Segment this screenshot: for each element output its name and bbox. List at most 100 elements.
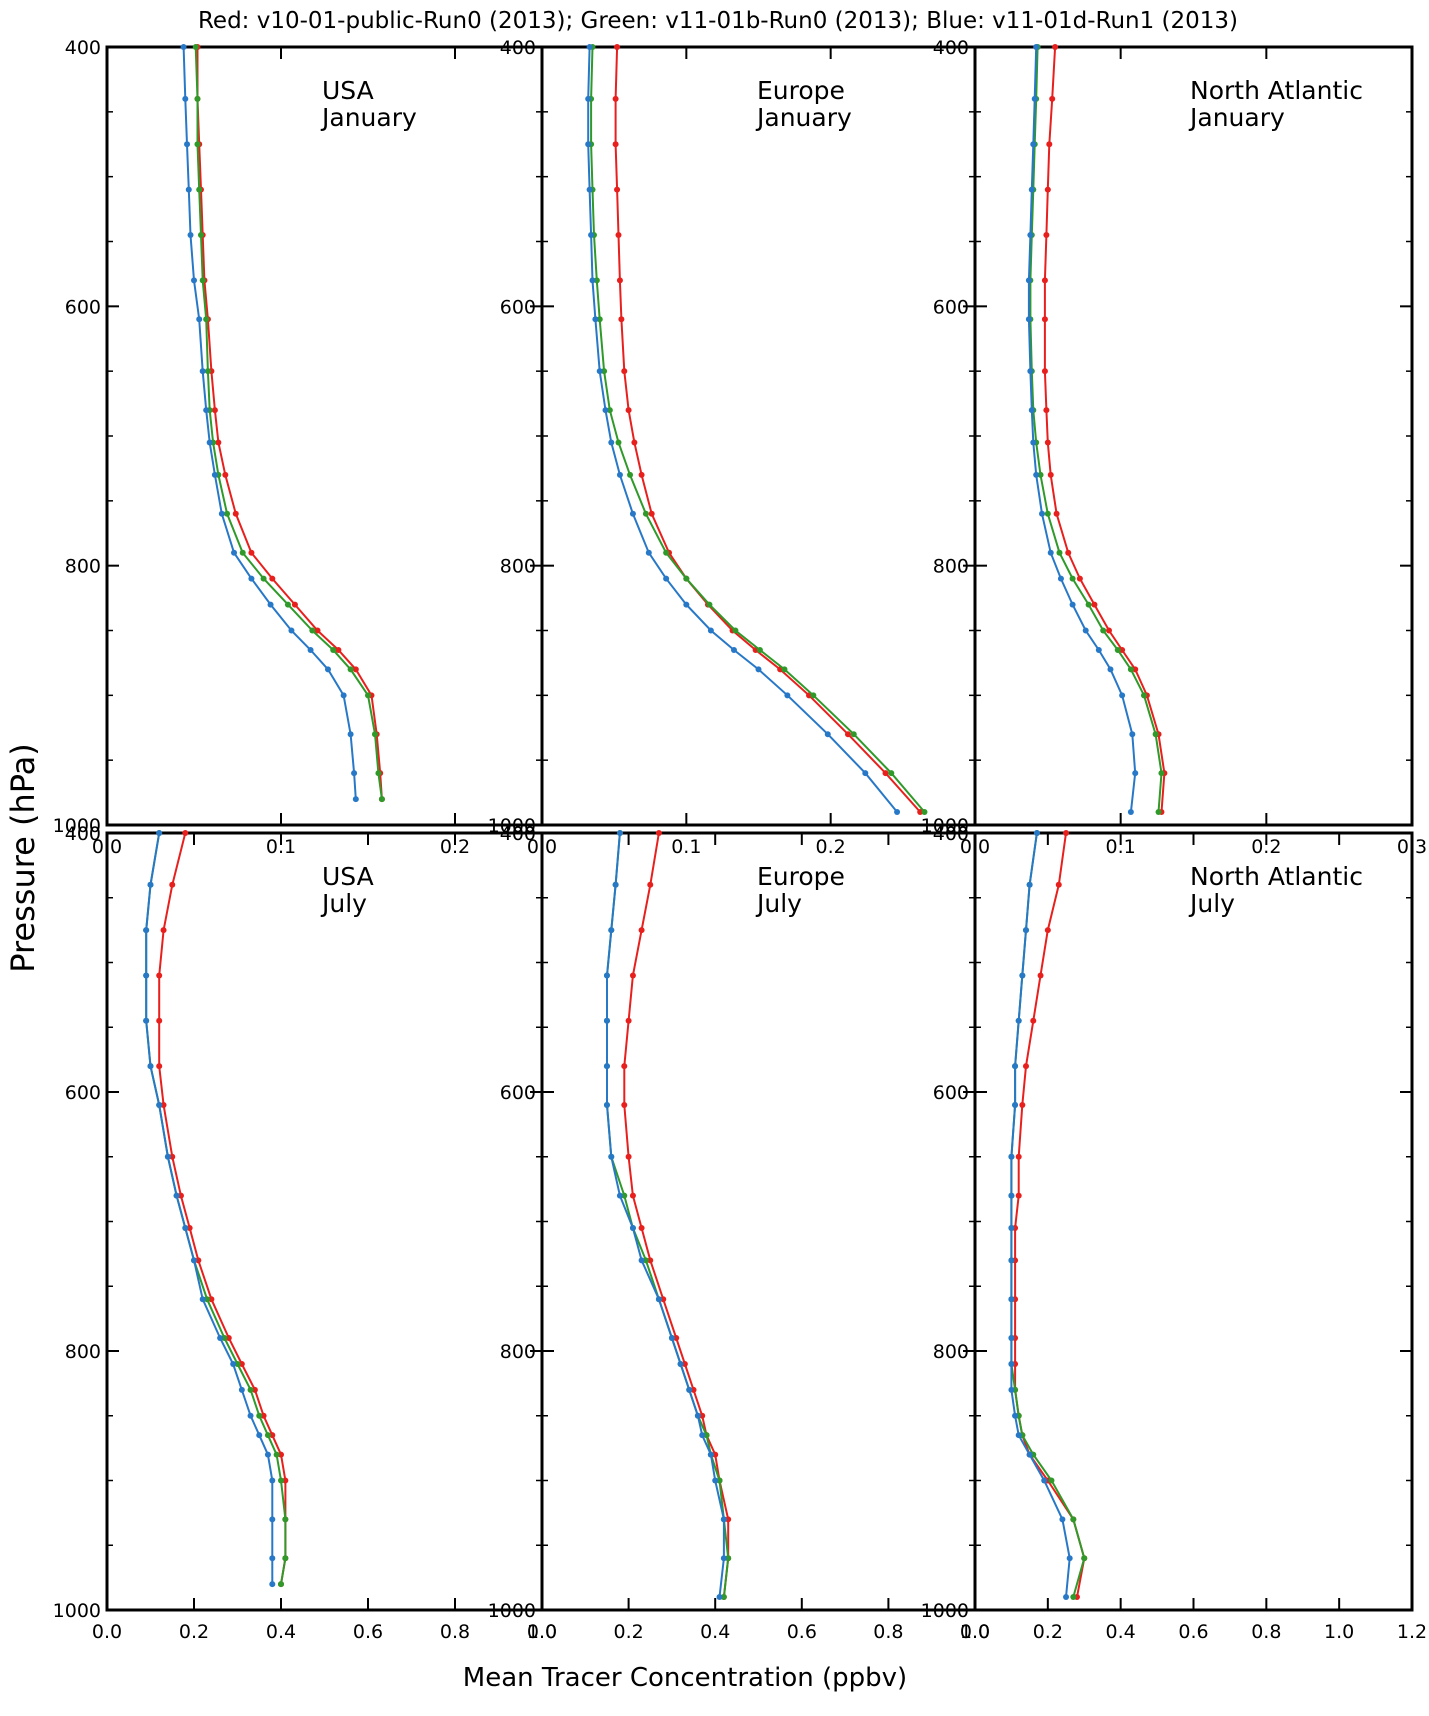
series-point-blue bbox=[143, 927, 150, 934]
series-point-red bbox=[621, 1063, 628, 1070]
series-point-blue bbox=[588, 232, 595, 239]
x-tick-label: 0.2 bbox=[1251, 836, 1281, 858]
series-point-blue bbox=[586, 44, 593, 50]
series-line-green bbox=[145, 832, 287, 1585]
series-point-blue bbox=[1008, 1386, 1015, 1393]
series-point-red bbox=[1106, 627, 1113, 634]
series-point-green bbox=[725, 1555, 732, 1562]
series-point-blue bbox=[247, 1412, 254, 1419]
series-point-red bbox=[625, 1017, 632, 1024]
series-point-blue bbox=[1008, 1296, 1015, 1303]
series-point-blue bbox=[269, 1477, 276, 1484]
series-point-blue bbox=[187, 232, 194, 239]
series-point-blue bbox=[173, 1192, 180, 1199]
series-point-green bbox=[1158, 770, 1165, 777]
series-point-red bbox=[1044, 439, 1051, 446]
series-point-blue bbox=[191, 1257, 197, 1264]
x-tick-label: 1.0 bbox=[960, 1621, 990, 1643]
series-point-red bbox=[182, 830, 189, 836]
series-point-red bbox=[160, 1101, 167, 1108]
series-point-green bbox=[706, 601, 713, 608]
series-point-green bbox=[199, 277, 206, 284]
series-line-green bbox=[194, 46, 383, 800]
series-point-blue bbox=[269, 1555, 276, 1562]
series-point-red bbox=[1132, 666, 1139, 673]
series-point-blue bbox=[180, 44, 187, 50]
series-point-red bbox=[917, 809, 924, 816]
series-point-blue bbox=[1030, 439, 1037, 446]
series-point-red bbox=[621, 1101, 628, 1108]
x-tick-label: 0.4 bbox=[1106, 1621, 1136, 1643]
panel-region-label: North Atlantic bbox=[1190, 862, 1363, 891]
series-point-green bbox=[203, 316, 210, 323]
series-point-blue bbox=[182, 1224, 189, 1231]
series-point-blue bbox=[340, 692, 347, 699]
series-point-red bbox=[1053, 510, 1060, 517]
series-point-blue bbox=[1069, 601, 1076, 608]
series-point-blue bbox=[677, 1360, 684, 1367]
series-point-green bbox=[347, 666, 354, 673]
series-point-green bbox=[593, 277, 600, 284]
y-tick-label: 1000 bbox=[53, 1600, 101, 1622]
series-point-red bbox=[655, 830, 662, 836]
series-point-blue bbox=[1107, 666, 1114, 673]
series-point-blue bbox=[699, 1432, 706, 1439]
x-tick-label: 0.1 bbox=[671, 836, 701, 858]
series-point-red bbox=[621, 368, 628, 375]
panel-month-label: July bbox=[1188, 889, 1235, 918]
series-point-blue bbox=[616, 1192, 623, 1199]
x-tick-label: 1.0 bbox=[527, 1621, 557, 1643]
series-point-red bbox=[631, 439, 638, 446]
series-point-blue bbox=[1008, 1335, 1015, 1342]
series-point-blue bbox=[156, 1101, 163, 1108]
series-line-blue bbox=[587, 46, 898, 813]
series-point-red bbox=[1119, 646, 1126, 653]
panel-region-label: USA bbox=[322, 862, 374, 891]
y-tick-label: 400 bbox=[65, 823, 101, 845]
series-point-red bbox=[673, 1335, 680, 1342]
series-point-blue bbox=[1033, 44, 1040, 50]
series-point-blue bbox=[645, 549, 652, 556]
series-point-blue bbox=[720, 1516, 727, 1523]
y-tick-label: 1000 bbox=[921, 1600, 969, 1622]
x-tick-label: 0.6 bbox=[353, 1621, 383, 1643]
series-point-red bbox=[638, 471, 645, 478]
series-point-red bbox=[291, 601, 298, 608]
series-point-blue bbox=[707, 627, 714, 634]
series-line-red bbox=[623, 832, 730, 1598]
series-point-green bbox=[756, 646, 763, 653]
series-point-red bbox=[1047, 471, 1054, 478]
series-point-red bbox=[625, 1153, 632, 1160]
series-point-red bbox=[1041, 316, 1048, 323]
series-line-red bbox=[1014, 832, 1086, 1598]
series-point-red bbox=[211, 407, 218, 414]
series-point-blue bbox=[143, 1017, 150, 1024]
series-point-blue bbox=[638, 1257, 645, 1264]
series-legend-header: Red: v10-01-public-Run0 (2013); Green: v… bbox=[198, 8, 1238, 34]
series-point-blue bbox=[185, 186, 192, 193]
series-point-blue bbox=[612, 881, 619, 888]
series-point-blue bbox=[1026, 1451, 1033, 1458]
series-point-blue bbox=[1030, 141, 1037, 148]
series-point-blue bbox=[256, 1432, 263, 1439]
series-point-blue bbox=[603, 972, 610, 979]
series-point-red bbox=[614, 186, 621, 193]
series-point-blue bbox=[1028, 407, 1035, 414]
series-point-red bbox=[1076, 575, 1083, 582]
panel-region-label: Europe bbox=[757, 862, 845, 891]
series-point-blue bbox=[1012, 1101, 1019, 1108]
series-point-blue bbox=[712, 1477, 719, 1484]
x-tick-label: 0.1 bbox=[1106, 836, 1136, 858]
series-point-red bbox=[1043, 232, 1050, 239]
series-point-red bbox=[314, 627, 321, 634]
series-point-blue bbox=[267, 601, 274, 608]
series-point-red bbox=[1044, 927, 1051, 934]
series-point-blue bbox=[199, 1296, 206, 1303]
panel-month-label: July bbox=[755, 889, 802, 918]
series-point-green bbox=[247, 1386, 254, 1393]
series-point-blue bbox=[629, 510, 636, 517]
series-point-green bbox=[282, 1516, 289, 1523]
series-point-red bbox=[1041, 277, 1048, 284]
